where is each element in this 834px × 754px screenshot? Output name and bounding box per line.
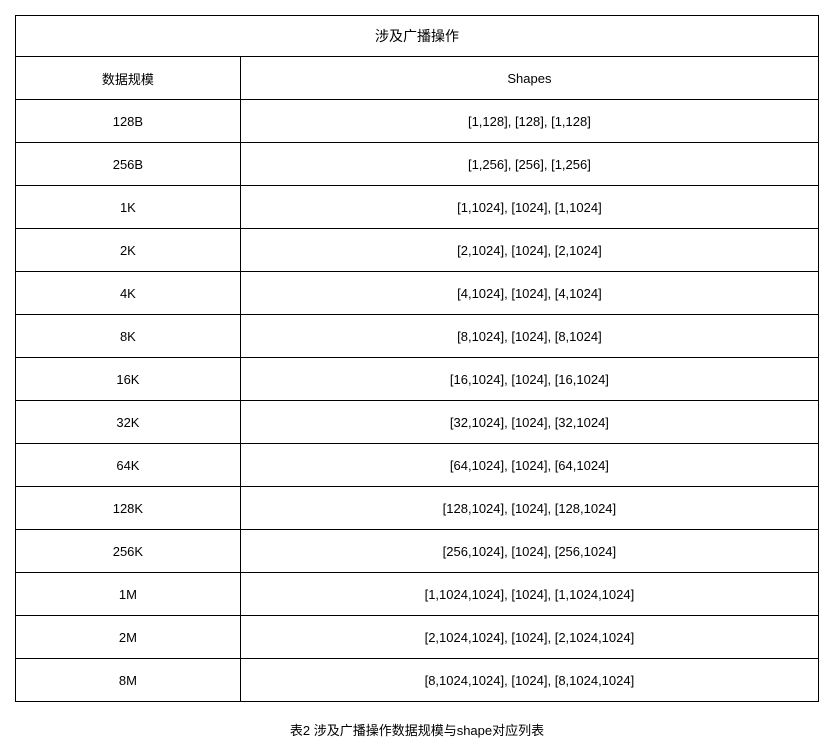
cell-shapes: [1,128], [128], [1,128] [240, 100, 818, 143]
table-row: 2K[2,1024], [1024], [2,1024] [16, 229, 819, 272]
table-row: 2M[2,1024,1024], [1024], [2,1024,1024] [16, 616, 819, 659]
cell-scale: 128K [16, 487, 241, 530]
cell-scale: 1K [16, 186, 241, 229]
table-header-row: 数据规模 Shapes [16, 57, 819, 100]
cell-scale: 128B [16, 100, 241, 143]
table-row: 1M[1,1024,1024], [1024], [1,1024,1024] [16, 573, 819, 616]
cell-shapes: [2,1024,1024], [1024], [2,1024,1024] [240, 616, 818, 659]
cell-scale: 2K [16, 229, 241, 272]
cell-scale: 256K [16, 530, 241, 573]
table-row: 16K[16,1024], [1024], [16,1024] [16, 358, 819, 401]
cell-scale: 2M [16, 616, 241, 659]
cell-shapes: [8,1024], [1024], [8,1024] [240, 315, 818, 358]
cell-shapes: [32,1024], [1024], [32,1024] [240, 401, 818, 444]
cell-scale: 256B [16, 143, 241, 186]
cell-shapes: [256,1024], [1024], [256,1024] [240, 530, 818, 573]
table-row: 8K[8,1024], [1024], [8,1024] [16, 315, 819, 358]
cell-scale: 8M [16, 659, 241, 702]
cell-scale: 1M [16, 573, 241, 616]
col-header-scale: 数据规模 [16, 57, 241, 100]
table-row: 256B[1,256], [256], [1,256] [16, 143, 819, 186]
table-row: 128K[128,1024], [1024], [128,1024] [16, 487, 819, 530]
cell-shapes: [128,1024], [1024], [128,1024] [240, 487, 818, 530]
cell-shapes: [1,1024,1024], [1024], [1,1024,1024] [240, 573, 818, 616]
cell-shapes: [4,1024], [1024], [4,1024] [240, 272, 818, 315]
cell-shapes: [64,1024], [1024], [64,1024] [240, 444, 818, 487]
table-row: 128B[1,128], [128], [1,128] [16, 100, 819, 143]
cell-shapes: [16,1024], [1024], [16,1024] [240, 358, 818, 401]
table-row: 32K[32,1024], [1024], [32,1024] [16, 401, 819, 444]
table-title: 涉及广播操作 [16, 16, 819, 57]
table-row: 8M[8,1024,1024], [1024], [8,1024,1024] [16, 659, 819, 702]
cell-shapes: [1,1024], [1024], [1,1024] [240, 186, 818, 229]
cell-scale: 32K [16, 401, 241, 444]
table-row: 1K[1,1024], [1024], [1,1024] [16, 186, 819, 229]
table-row: 64K[64,1024], [1024], [64,1024] [16, 444, 819, 487]
col-header-shapes: Shapes [240, 57, 818, 100]
table-row: 4K[4,1024], [1024], [4,1024] [16, 272, 819, 315]
cell-shapes: [8,1024,1024], [1024], [8,1024,1024] [240, 659, 818, 702]
cell-shapes: [1,256], [256], [1,256] [240, 143, 818, 186]
cell-scale: 64K [16, 444, 241, 487]
cell-scale: 8K [16, 315, 241, 358]
cell-scale: 16K [16, 358, 241, 401]
broadcast-table: 涉及广播操作 数据规模 Shapes 128B[1,128], [128], [… [15, 15, 819, 702]
table-row: 256K[256,1024], [1024], [256,1024] [16, 530, 819, 573]
table-caption: 表2 涉及广播操作数据规模与shape对应列表 [15, 720, 819, 739]
table-body: 涉及广播操作 数据规模 Shapes 128B[1,128], [128], [… [16, 16, 819, 702]
cell-shapes: [2,1024], [1024], [2,1024] [240, 229, 818, 272]
cell-scale: 4K [16, 272, 241, 315]
table-title-row: 涉及广播操作 [16, 16, 819, 57]
